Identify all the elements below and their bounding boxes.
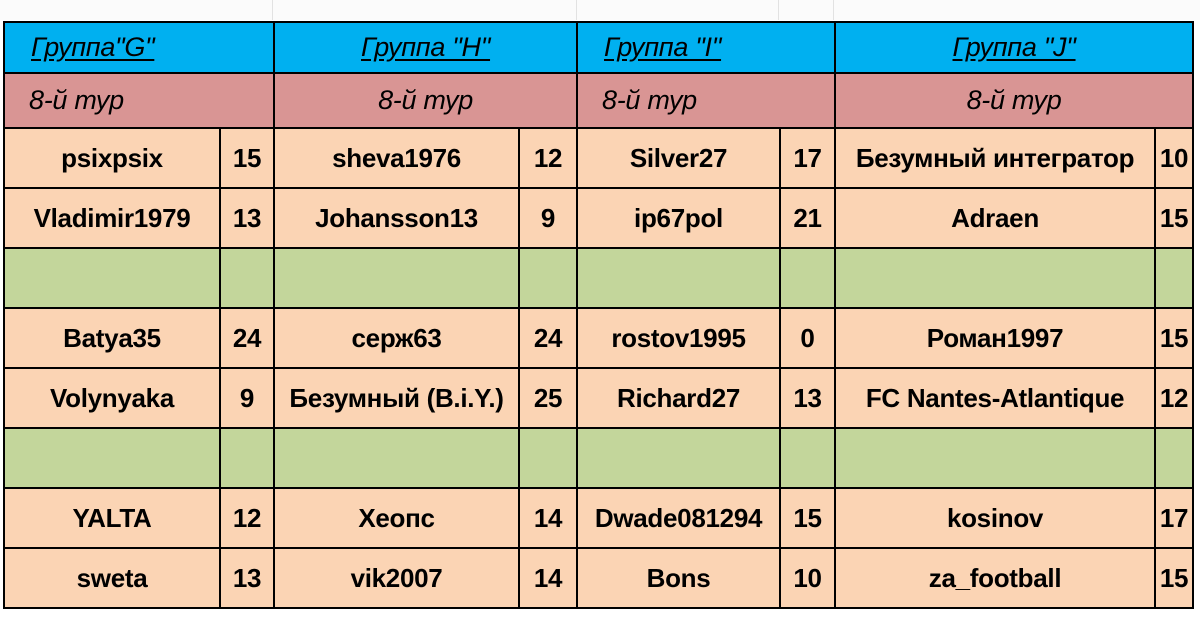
player-name-cell[interactable]: Bons <box>576 547 782 609</box>
empty-cell[interactable] <box>3 427 221 489</box>
score-cell[interactable]: 15 <box>218 127 276 189</box>
player-name-cell[interactable]: YALTA <box>3 487 221 549</box>
score-cell[interactable]: 12 <box>218 487 276 549</box>
score-cell[interactable]: 15 <box>1154 307 1195 369</box>
group-j-round[interactable]: 8-й тур <box>834 72 1195 129</box>
spacer-row <box>3 247 1195 309</box>
score-cell[interactable]: 25 <box>518 367 579 429</box>
table-row: sweta 13 vik2007 14 Bons 10 za_football … <box>3 547 1195 609</box>
empty-cell[interactable] <box>779 247 837 309</box>
player-name-cell[interactable]: Безумный интегратор <box>834 127 1157 189</box>
empty-cell[interactable] <box>779 427 837 489</box>
player-name-cell[interactable]: sweta <box>3 547 221 609</box>
score-cell[interactable]: 0 <box>779 307 837 369</box>
table-row: Batya35 24 серж63 24 rostov1995 0 Роман1… <box>3 307 1195 369</box>
score-cell[interactable]: 13 <box>779 367 837 429</box>
table-row: YALTA 12 Хеопс 14 Dwade081294 15 kosinov… <box>3 487 1195 549</box>
player-name-cell[interactable]: Volynyaka <box>3 367 221 429</box>
empty-cell[interactable] <box>834 247 1157 309</box>
score-cell[interactable]: 10 <box>779 547 837 609</box>
score-cell[interactable]: 15 <box>1154 547 1195 609</box>
player-name-cell[interactable]: Silver27 <box>576 127 782 189</box>
group-j-header[interactable]: Группа "J" <box>834 21 1195 74</box>
player-name-cell[interactable]: Richard27 <box>576 367 782 429</box>
empty-cell[interactable] <box>518 247 579 309</box>
empty-cell[interactable] <box>834 427 1157 489</box>
score-cell[interactable]: 13 <box>218 187 276 249</box>
player-name-cell[interactable]: ip67pol <box>576 187 782 249</box>
player-name-cell[interactable]: Johansson13 <box>273 187 521 249</box>
empty-cell[interactable] <box>218 247 276 309</box>
player-name-cell[interactable]: серж63 <box>273 307 521 369</box>
group-g-round[interactable]: 8-й тур <box>2 72 276 129</box>
player-name-cell[interactable]: Хеопс <box>273 487 521 549</box>
player-name-cell[interactable]: Dwade081294 <box>576 487 782 549</box>
group-h-round[interactable]: 8-й тур <box>273 72 579 129</box>
score-cell[interactable]: 14 <box>518 487 579 549</box>
group-i-header[interactable]: Группа "I" <box>576 21 837 74</box>
empty-cell[interactable] <box>576 247 782 309</box>
score-cell[interactable]: 13 <box>218 547 276 609</box>
table-row: Volynyaka 9 Безумный (B.i.Y.) 25 Richard… <box>3 367 1195 429</box>
score-cell[interactable]: 17 <box>779 127 837 189</box>
score-cell[interactable]: 10 <box>1154 127 1195 189</box>
empty-cell[interactable] <box>518 427 579 489</box>
empty-cell[interactable] <box>273 427 521 489</box>
spacer-row <box>3 427 1195 489</box>
group-header-row: Группа"G" Группа "H" Группа "I" Группа "… <box>2 21 1195 74</box>
player-name-cell[interactable]: vik2007 <box>273 547 521 609</box>
empty-cell[interactable] <box>1154 427 1195 489</box>
round-row: 8-й тур 8-й тур 8-й тур 8-й тур <box>2 72 1195 129</box>
score-cell[interactable]: 9 <box>518 187 579 249</box>
player-name-cell[interactable]: psixpsix <box>3 127 221 189</box>
player-name-cell[interactable]: Безумный (B.i.Y.) <box>273 367 521 429</box>
player-name-cell[interactable]: Роман1997 <box>834 307 1157 369</box>
empty-cell[interactable] <box>3 247 221 309</box>
score-cell[interactable]: 17 <box>1154 487 1195 549</box>
table-row: psixpsix 15 sheva1976 12 Silver27 17 Без… <box>3 127 1195 189</box>
player-name-cell[interactable]: rostov1995 <box>576 307 782 369</box>
empty-cell[interactable] <box>273 247 521 309</box>
player-name-cell[interactable]: FC Nantes-Atlantique <box>834 367 1157 429</box>
player-name-cell[interactable]: Batya35 <box>3 307 221 369</box>
player-name-cell[interactable]: kosinov <box>834 487 1157 549</box>
player-name-cell[interactable]: Vladimir1979 <box>3 187 221 249</box>
score-cell[interactable]: 9 <box>218 367 276 429</box>
score-cell[interactable]: 12 <box>1154 367 1195 429</box>
score-cell[interactable]: 14 <box>518 547 579 609</box>
empty-cell[interactable] <box>218 427 276 489</box>
table-row: Vladimir1979 13 Johansson13 9 ip67pol 21… <box>3 187 1195 249</box>
score-cell[interactable]: 15 <box>1154 187 1195 249</box>
score-cell[interactable]: 15 <box>779 487 837 549</box>
group-i-round[interactable]: 8-й тур <box>576 72 837 129</box>
tournament-table: Группа"G" Группа "H" Группа "I" Группа "… <box>2 21 1195 609</box>
player-name-cell[interactable]: Adraen <box>834 187 1157 249</box>
spreadsheet-gridlines <box>0 0 1200 20</box>
score-cell[interactable]: 12 <box>518 127 579 189</box>
score-cell[interactable]: 21 <box>779 187 837 249</box>
player-name-cell[interactable]: sheva1976 <box>273 127 521 189</box>
empty-cell[interactable] <box>1154 247 1195 309</box>
player-name-cell[interactable]: za_football <box>834 547 1157 609</box>
score-cell[interactable]: 24 <box>218 307 276 369</box>
score-cell[interactable]: 24 <box>518 307 579 369</box>
group-h-header[interactable]: Группа "H" <box>273 21 579 74</box>
empty-cell[interactable] <box>576 427 782 489</box>
group-g-header[interactable]: Группа"G" <box>2 21 276 74</box>
